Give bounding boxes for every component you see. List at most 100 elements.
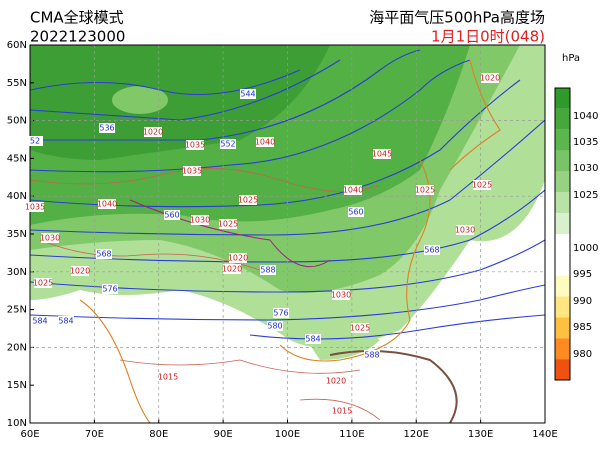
pressure-label: 1025 [472, 181, 492, 190]
height-label: 560 [164, 211, 179, 220]
colorbar-label: 995 [573, 269, 592, 280]
label-bg [481, 73, 499, 83]
height-label: 560 [348, 208, 363, 217]
pressure-label: 1025 [350, 324, 370, 333]
pressure-label: 1045 [372, 150, 392, 159]
label-bg [186, 140, 204, 150]
colorbar-label: 985 [573, 322, 592, 333]
label-bg [332, 290, 350, 300]
lon-label: 110E [339, 429, 364, 440]
lon-label: 60E [20, 429, 39, 440]
lat-label: 35N [7, 229, 27, 240]
colorbar-unit: hPa [562, 53, 580, 64]
lon-label: 120E [404, 429, 429, 440]
colorbar-segment [555, 150, 570, 172]
map-title: 海平面气压500hPa高度场 [369, 9, 545, 27]
init-time: 2022123000 [30, 28, 125, 46]
pressure-label: 1040 [255, 138, 275, 147]
pressure-label: 1040 [343, 186, 363, 195]
colorbar-segment [555, 213, 570, 234]
colorbar-label: 1000 [573, 243, 598, 254]
colorbar-segment [555, 359, 570, 380]
height-label: 576 [273, 309, 288, 318]
label-bg [229, 253, 247, 263]
label-bg [144, 127, 162, 137]
lat-label: 40N [7, 191, 27, 202]
pressure-label: 1020 [70, 267, 90, 276]
lat-label: 60N [7, 40, 27, 51]
label-bg [364, 350, 380, 360]
lat-label: 20N [7, 342, 27, 353]
colorbar-segment [555, 296, 570, 318]
label-bg [164, 210, 180, 220]
pressure-label: 1030 [190, 216, 210, 225]
map-frame [29, 44, 546, 424]
label-bg [424, 245, 440, 255]
height-label: 544 [240, 90, 255, 99]
label-bg [41, 233, 59, 243]
lon-label: 130E [468, 429, 493, 440]
lat-label: 50N [7, 116, 27, 127]
pressure-label: 1035 [185, 141, 205, 150]
lon-label: 90E [214, 429, 233, 440]
height-label: 536 [99, 124, 114, 133]
height-label: 52 [30, 137, 40, 146]
colorbar-segment [555, 317, 570, 339]
pressure-label: 1020 [222, 265, 242, 274]
height-label: 580 [267, 322, 282, 331]
lon-label: 100E [275, 429, 300, 440]
label-bg [273, 308, 289, 318]
colorbar-segment [555, 192, 570, 214]
label-bg [27, 136, 43, 146]
pressure-label: 1020 [143, 128, 163, 137]
label-bg [240, 89, 256, 99]
colorbar-segment [555, 254, 570, 276]
label-bg [456, 225, 474, 235]
label-bg [473, 180, 491, 190]
height-label: 576 [102, 285, 117, 294]
pressure-label: 1020 [480, 74, 500, 83]
label-bg [183, 166, 201, 176]
label-bg [351, 323, 369, 333]
colorbar-label: 1025 [573, 190, 598, 201]
height-label: 588 [364, 351, 379, 360]
label-bg [220, 139, 236, 149]
label-bg [219, 219, 237, 229]
label-bg [223, 264, 241, 274]
label-bg [191, 215, 209, 225]
pressure-label: 1020 [326, 377, 346, 386]
label-bg [34, 278, 52, 288]
label-bg [256, 137, 274, 147]
valid-time: 1月1日0时(048) [431, 28, 545, 46]
colorbar-segment [555, 338, 570, 360]
pressure-label: 1015 [332, 407, 352, 416]
colorbar-label: 1035 [573, 137, 598, 148]
colorbar-label: 990 [573, 296, 592, 307]
colorbar-segment [555, 108, 570, 130]
pressure-label: 1035 [25, 203, 45, 212]
label-bg [239, 195, 257, 205]
label-bg [260, 265, 276, 275]
lon-label: 140E [532, 429, 557, 440]
pressure-label: 1035 [182, 167, 202, 176]
lat-label: 25N [7, 305, 27, 316]
colorbar-segment [555, 275, 570, 297]
label-bg [26, 202, 44, 212]
pressure-label: 1020 [228, 254, 248, 263]
colorbar-segment [555, 88, 570, 109]
label-bg [305, 334, 321, 344]
label-bg [99, 123, 115, 133]
label-bg [348, 207, 364, 217]
label-bg [58, 316, 74, 326]
lat-label: 10N [7, 418, 27, 429]
model-name: CMA全球模式 [30, 9, 124, 27]
pressure-label: 1025 [33, 279, 53, 288]
lon-label: 80E [149, 429, 168, 440]
height-label: 584 [32, 317, 47, 326]
label-bg [159, 372, 177, 382]
label-bg [96, 249, 112, 259]
label-bg [32, 316, 48, 326]
contour-labels: 536 544 552 52 560 560 568 568 576 576 584 584 580 58… [25, 73, 500, 416]
